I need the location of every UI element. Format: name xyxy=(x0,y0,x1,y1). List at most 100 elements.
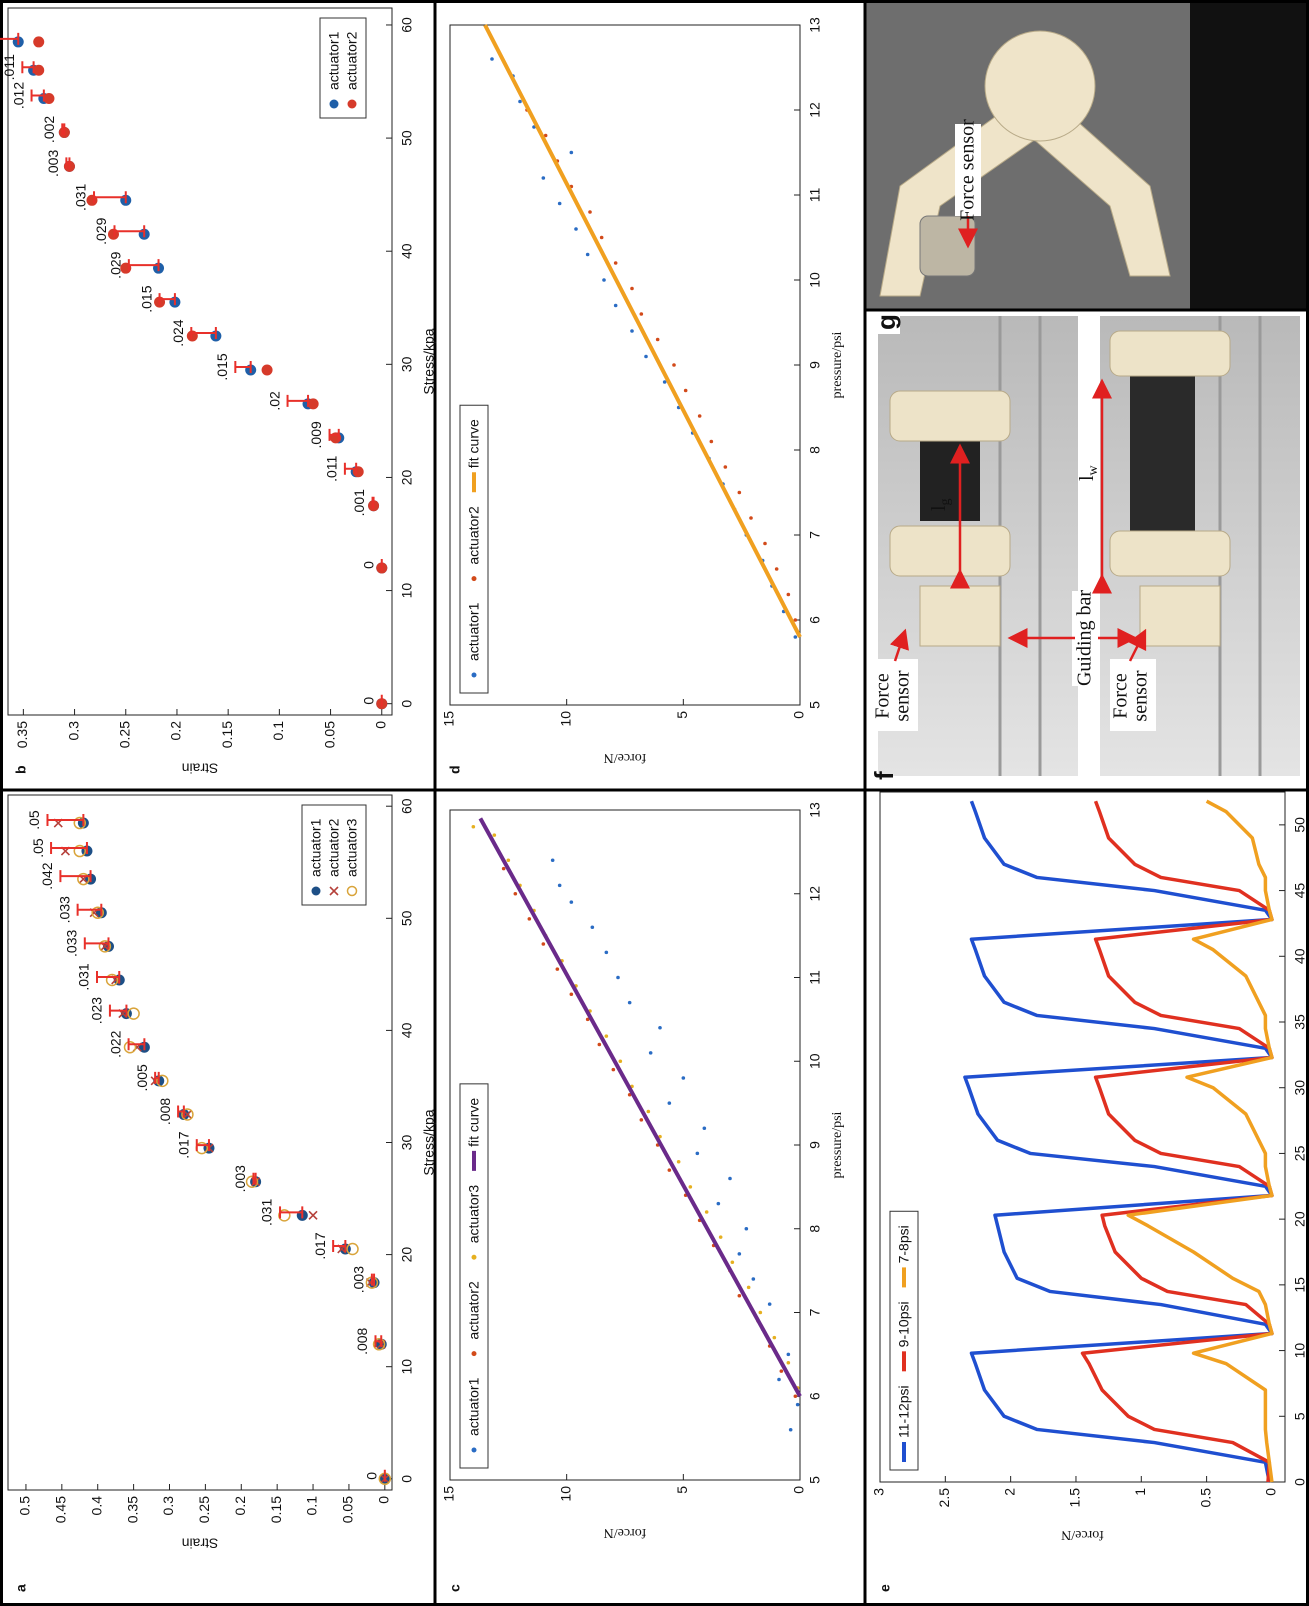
point xyxy=(627,1000,632,1005)
x-tick-label: 10 xyxy=(1292,1343,1308,1359)
bracket xyxy=(919,585,1001,647)
panel-label: g xyxy=(871,314,901,330)
legend-box xyxy=(319,17,367,119)
point xyxy=(604,1034,609,1038)
length-label: lw xyxy=(1076,464,1102,481)
error-label: .031 xyxy=(73,183,89,210)
x-tick-label: 40 xyxy=(399,1022,415,1038)
x-axis-title: Stress/kpa xyxy=(421,328,437,394)
error-bar xyxy=(154,1071,160,1084)
point xyxy=(630,329,634,333)
error-bar xyxy=(65,157,71,170)
point xyxy=(329,99,339,109)
point xyxy=(751,1277,756,1281)
x-tick-label: 6 xyxy=(807,616,823,624)
point xyxy=(639,312,644,316)
error-label: .005 xyxy=(134,1064,150,1091)
x-tick-label: 60 xyxy=(399,798,415,814)
point xyxy=(630,286,634,291)
y-axis-title: Strain xyxy=(182,760,219,776)
point xyxy=(329,886,339,896)
error-label: .003 xyxy=(45,150,61,177)
point xyxy=(672,363,676,367)
x-tick-label: 0 xyxy=(399,700,415,708)
error-bar xyxy=(50,842,88,855)
point xyxy=(307,398,319,410)
error-label: .011 xyxy=(1,54,17,80)
point xyxy=(372,1338,386,1351)
point xyxy=(795,1402,800,1407)
y-tick-label: 10 xyxy=(557,1486,573,1502)
x-tick-label: 50 xyxy=(399,130,415,146)
point xyxy=(156,1074,169,1088)
point xyxy=(788,1427,793,1432)
y-tick-label: 0.25 xyxy=(196,1496,212,1523)
bracket xyxy=(889,390,1011,442)
point xyxy=(33,64,45,76)
x-tick-label: 50 xyxy=(399,910,415,926)
legend-label: actuator2 xyxy=(466,506,482,565)
point xyxy=(716,1201,721,1206)
subscript: w xyxy=(1086,464,1101,475)
point xyxy=(662,380,667,384)
point xyxy=(723,465,728,469)
x-tick-label: 10 xyxy=(807,1053,823,1069)
point xyxy=(749,516,753,520)
point xyxy=(33,36,45,48)
x-tick-label: 10 xyxy=(399,1359,415,1375)
label-bg xyxy=(1110,659,1156,731)
y-axis-title: force/N xyxy=(604,1525,647,1540)
error-label: .011 xyxy=(324,455,340,481)
point xyxy=(557,883,562,888)
error-bar xyxy=(93,191,127,204)
x-tick-label: 20 xyxy=(399,1247,415,1263)
actuator xyxy=(1130,376,1195,536)
point xyxy=(744,1226,749,1231)
y-tick-label: 0.5 xyxy=(17,1496,33,1516)
error-bar xyxy=(113,225,146,238)
point xyxy=(527,917,532,921)
error-label: 0 xyxy=(364,1472,380,1480)
panel-label: b xyxy=(13,765,29,774)
line xyxy=(1080,800,1274,1483)
legend-label: 9-10psi xyxy=(896,1301,912,1347)
error-bar xyxy=(190,327,217,340)
x-tick-label: 11 xyxy=(807,970,823,985)
error-label: .05 xyxy=(30,838,46,858)
plot-frame xyxy=(7,7,393,716)
gripper-base xyxy=(984,30,1096,142)
error-bar xyxy=(328,428,340,441)
x-tick-label: 30 xyxy=(1292,1080,1308,1096)
error-bar xyxy=(370,1273,376,1286)
point xyxy=(127,1007,140,1020)
error-bar xyxy=(332,1239,347,1252)
point xyxy=(758,1310,763,1315)
legend-box xyxy=(459,1083,489,1469)
error-bar xyxy=(76,903,103,916)
point xyxy=(730,1260,735,1265)
x-tick-label: 0 xyxy=(1292,1478,1308,1486)
arrows xyxy=(889,378,1147,662)
annotation: Force xyxy=(1110,673,1132,719)
point xyxy=(590,925,595,930)
point xyxy=(569,992,574,997)
x-axis-title: pressure/psi xyxy=(830,1111,845,1178)
annotation: Guiding bar xyxy=(1074,590,1096,686)
x-tick-label: 30 xyxy=(399,356,415,372)
point xyxy=(728,1176,732,1181)
x-tick-label: 8 xyxy=(807,1225,823,1233)
point xyxy=(697,414,702,418)
x-tick-label: 12 xyxy=(807,102,823,118)
x-tick-label: 13 xyxy=(807,802,823,818)
legend-label: 11-12psi xyxy=(896,1385,912,1438)
error-label: .031 xyxy=(259,1199,275,1226)
error-label: .008 xyxy=(354,1327,370,1354)
point xyxy=(774,567,779,571)
point xyxy=(506,858,511,863)
line xyxy=(963,800,1274,1483)
x-tick-label: 8 xyxy=(807,446,823,454)
x-tick-label: 7 xyxy=(807,531,823,539)
error-bar xyxy=(61,123,66,136)
error-bar xyxy=(83,937,110,950)
